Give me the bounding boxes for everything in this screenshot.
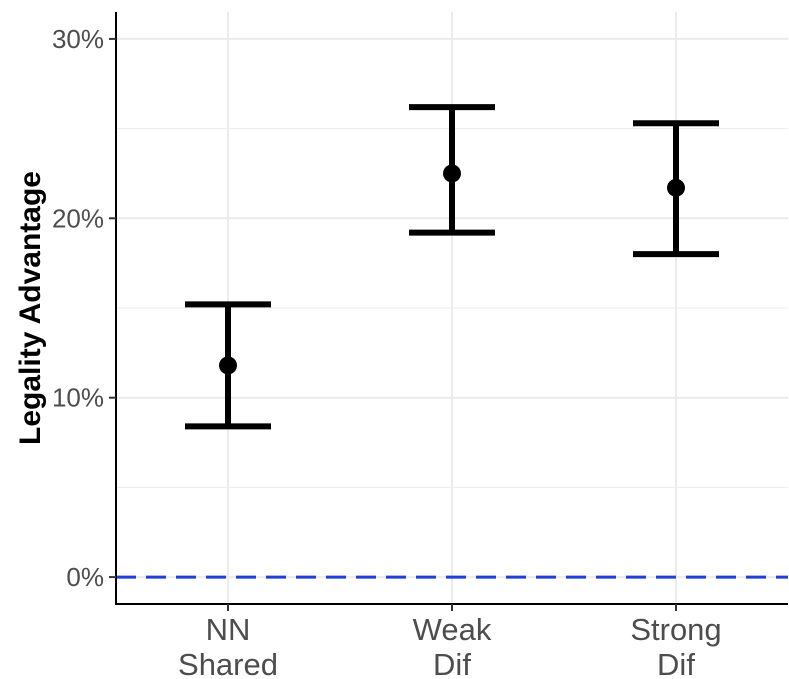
y-tick-labels: 0% 10% 20% 30%: [52, 24, 104, 592]
y-tick-label: 20%: [52, 203, 104, 233]
x-tick-label-line: Dif: [433, 647, 471, 679]
y-tick-label: 10%: [52, 383, 104, 413]
y-axis-title: Legality Advantage: [14, 171, 47, 445]
error-bar-marks: [185, 104, 719, 430]
y-tick-label: 0%: [66, 562, 104, 592]
data-point: [667, 178, 685, 197]
data-point: [443, 164, 461, 183]
x-tick-label: NN Shared: [178, 612, 278, 679]
x-tick-label-line: Weak: [413, 612, 492, 647]
x-tick-label: Strong Dif: [630, 612, 721, 679]
x-tick-label-line: NN: [206, 612, 251, 647]
data-point: [219, 356, 237, 375]
y-tick-label: 30%: [52, 24, 104, 54]
x-tick-label-line: Shared: [178, 647, 278, 679]
axes: [109, 12, 788, 611]
x-tick-label: Weak Dif: [413, 612, 492, 679]
x-tick-label-line: Dif: [657, 647, 695, 679]
x-tick-label-line: Strong: [630, 612, 721, 647]
